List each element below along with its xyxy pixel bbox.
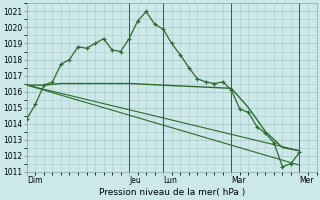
X-axis label: Pression niveau de la mer( hPa ): Pression niveau de la mer( hPa )	[99, 188, 245, 197]
